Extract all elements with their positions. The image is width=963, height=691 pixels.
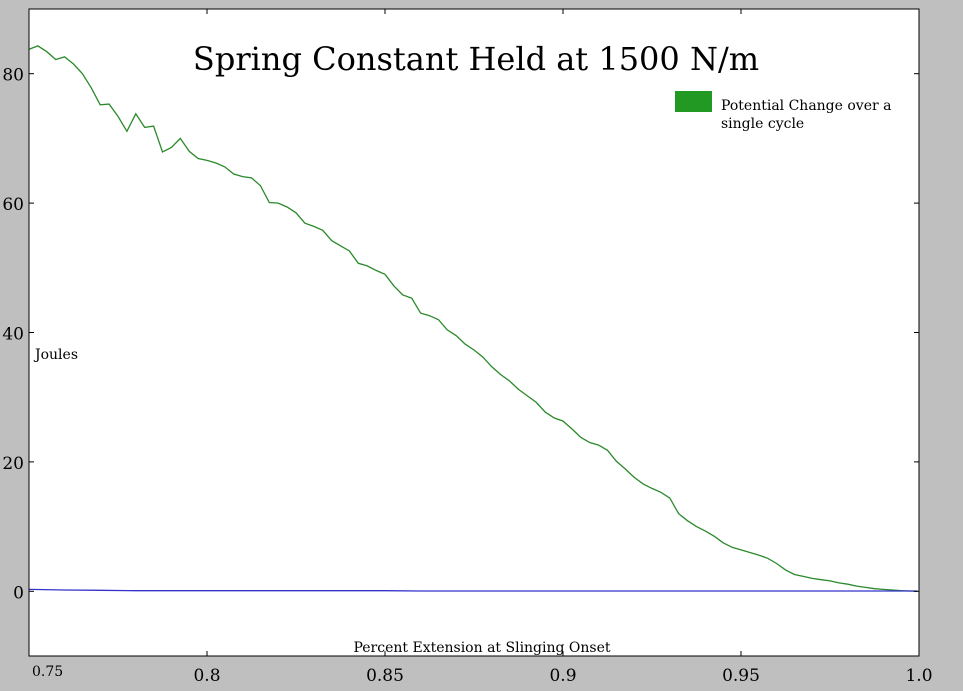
legend-label: Potential Change over a single cycle: [721, 98, 896, 132]
x-tick-label: 0.75: [32, 664, 63, 680]
y-tick-label: 0: [13, 583, 24, 603]
x-tick-label: 0.95: [722, 666, 760, 686]
ticks-layer: [28, 9, 920, 656]
x-tick-label: 1.0: [905, 666, 932, 686]
x-tick-label: 0.9: [549, 666, 576, 686]
tick-labels-layer: 0.75 0.8 0.85 0.9 0.95 1.0 0 20 40 60 80: [2, 66, 932, 686]
legend: Potential Change over a single cycle: [675, 91, 896, 132]
legend-label-line-2: single cycle: [721, 116, 804, 132]
series-line-1: [29, 45, 918, 592]
y-tick-label: 80: [2, 66, 24, 86]
y-tick-label: 60: [2, 195, 24, 215]
x-axis-label: Percent Extension at Slinging Onset: [353, 640, 610, 656]
chart-title: Spring Constant Held at 1500 N/m: [193, 40, 759, 78]
y-axis-label: Joules: [33, 347, 78, 363]
y-tick-label: 20: [2, 454, 24, 474]
x-tick-label: 0.8: [193, 666, 220, 686]
legend-label-line-1: Potential Change over a: [721, 98, 892, 114]
series-line-2: [29, 588, 918, 592]
series-layer: [29, 45, 918, 592]
legend-swatch: [675, 91, 712, 112]
x-tick-label: 0.85: [366, 666, 404, 686]
plot-area: [28, 8, 920, 657]
y-tick-label: 40: [2, 325, 24, 345]
